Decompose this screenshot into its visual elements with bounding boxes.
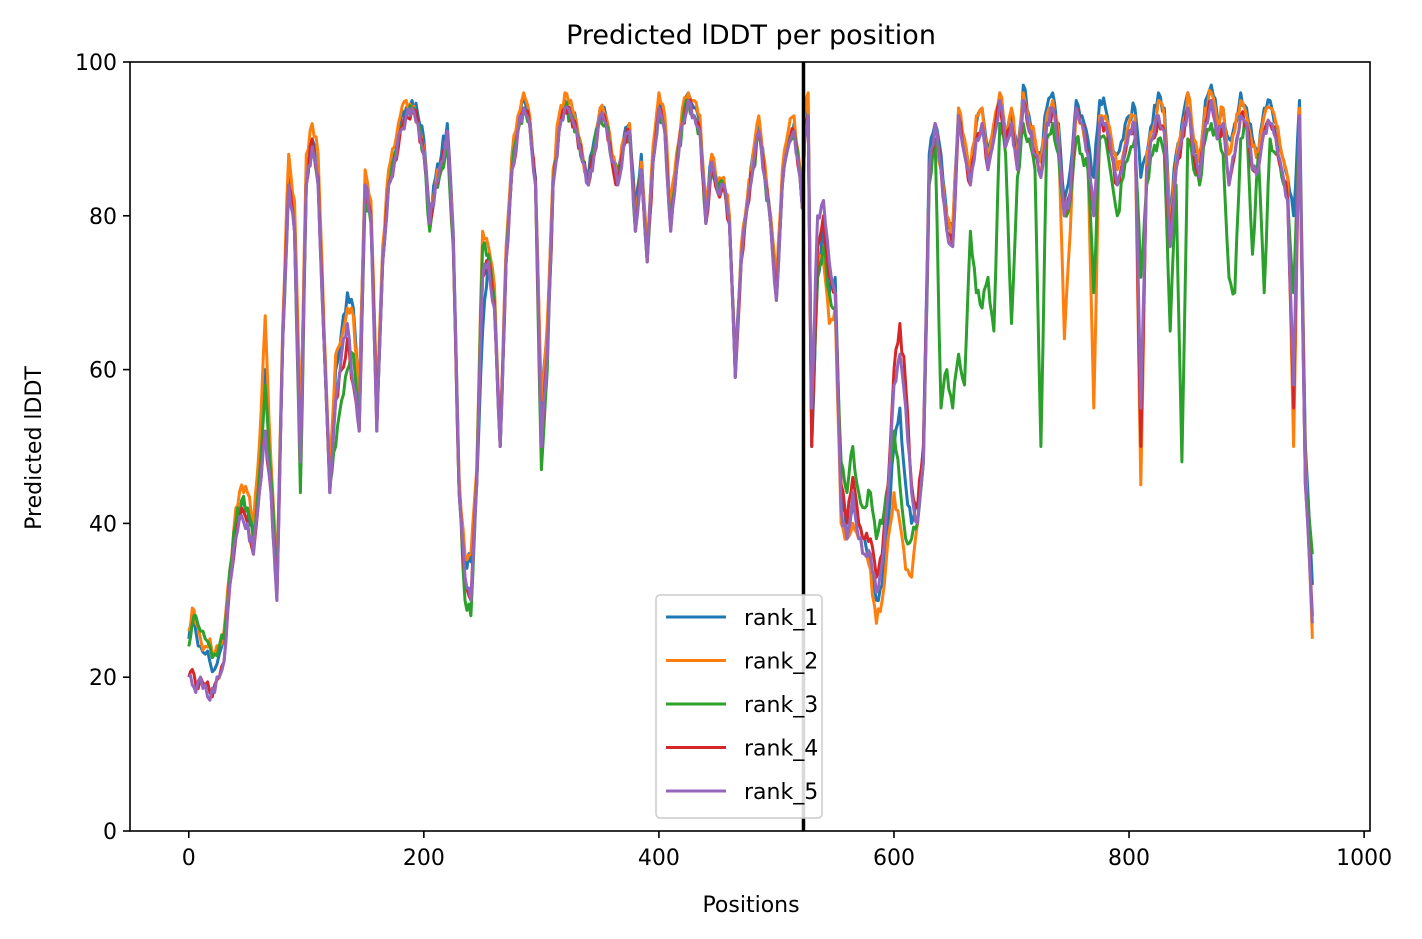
legend: rank_1 rank_2 rank_3 rank_4 rank_5	[655, 594, 823, 819]
y-axis-label: Predicted lDDT	[22, 366, 47, 530]
y-tick-label: 40	[89, 512, 117, 537]
y-axis: 0 20 40 60 80 100	[75, 51, 130, 845]
y-tick-label: 20	[89, 666, 117, 691]
x-axis-label: Positions	[702, 893, 799, 918]
x-tick-label: 600	[873, 846, 915, 871]
legend-label-rank_4: rank_4	[744, 737, 818, 762]
legend-label-rank_1: rank_1	[744, 606, 818, 631]
x-tick-label: 1000	[1336, 846, 1392, 871]
series-lines	[187, 83, 1314, 702]
x-tick-label: 400	[638, 846, 680, 871]
y-tick-label: 80	[89, 205, 117, 230]
x-tick-label: 0	[182, 846, 196, 871]
legend-label-rank_3: rank_3	[744, 693, 818, 718]
y-tick-label: 60	[89, 359, 117, 384]
legend-label-rank_2: rank_2	[744, 650, 818, 675]
legend-box	[655, 594, 823, 819]
plot-frame	[129, 61, 1371, 832]
y-tick-label: 0	[103, 820, 117, 845]
chart-title: Predicted lDDT per position	[566, 20, 936, 51]
x-tick-label: 800	[1108, 846, 1150, 871]
x-axis: 0 200 400 600 800 1000	[182, 831, 1392, 871]
y-tick-label: 100	[75, 51, 117, 76]
x-tick-label: 200	[403, 846, 445, 871]
legend-label-rank_5: rank_5	[744, 780, 818, 805]
series-line-rank_5	[187, 99, 1314, 702]
